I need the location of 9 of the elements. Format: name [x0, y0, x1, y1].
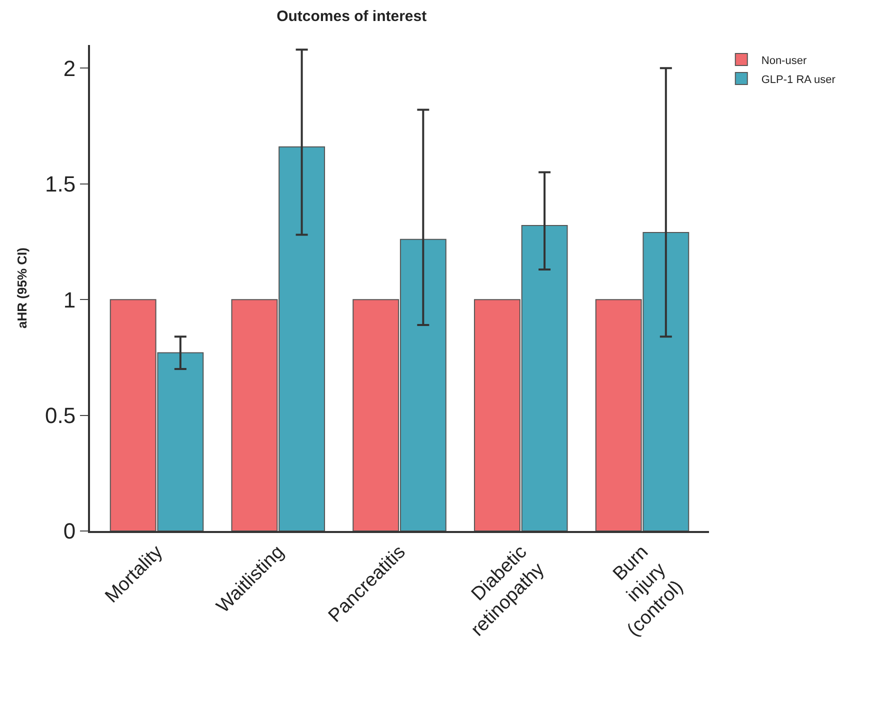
chart-title: Outcomes of interest [276, 8, 427, 26]
y-axis-title: aHR (95% CI) [14, 248, 30, 328]
y-tick-label: 0.5 [45, 402, 76, 428]
y-tick-label: 0 [63, 518, 76, 544]
y-tick-label: 1 [63, 287, 76, 312]
legend-label: Non-user [761, 54, 807, 67]
y-tick-label: 1.5 [45, 172, 76, 197]
y-tick-label: 2 [63, 56, 76, 81]
legend-label: GLP-1 RA user [761, 74, 836, 86]
